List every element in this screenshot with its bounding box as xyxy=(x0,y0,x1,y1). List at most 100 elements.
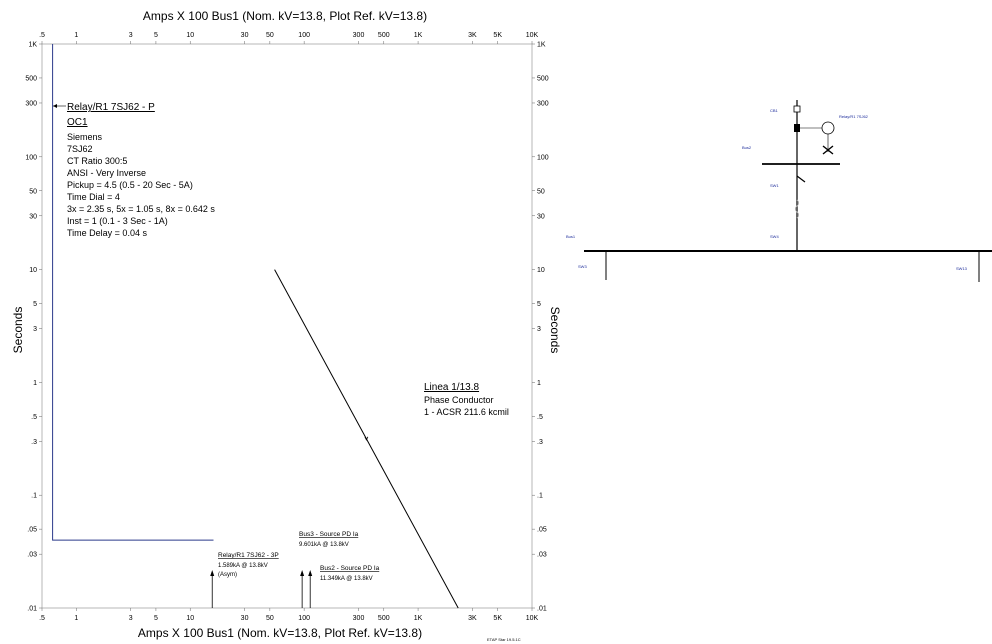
relay-line-6: 3x = 2.35 s, 5x = 1.05 s, 8x = 0.642 s xyxy=(67,204,215,214)
x-tick-label-top: 30 xyxy=(241,32,249,39)
x-tick-label-top: 300 xyxy=(353,32,365,39)
fault-arrow-head-2 xyxy=(308,570,313,576)
x-tick-label-bottom: 50 xyxy=(266,615,274,622)
footer-version: ETAP Star 19.5.1C xyxy=(487,637,521,642)
y-tick-label-left: .03 xyxy=(27,552,37,559)
x-tick-label-bottom: 300 xyxy=(353,615,365,622)
y-tick-label-left: 30 xyxy=(29,213,37,220)
fault-label-bus3: Bus3 - Source PD Ia 9.601kA @ 13.8kV xyxy=(299,531,359,548)
y-tick-label-left: .5 xyxy=(31,414,37,421)
relay-line-1: 7SJ62 xyxy=(67,144,93,154)
x-tick-label-bottom: 3K xyxy=(468,615,477,622)
x-tick-label-bottom: .5 xyxy=(39,615,45,622)
y-tick-label-right: .3 xyxy=(537,439,543,446)
y-tick-label-right: 1K xyxy=(537,42,546,49)
fault-relay-l2: (Asym) xyxy=(218,572,237,578)
y-tick-label-left: .1 xyxy=(31,493,37,500)
y-tick-label-right: 1 xyxy=(537,380,541,387)
y-tick-label-right: 500 xyxy=(537,75,549,82)
y-tick-label-right: 3 xyxy=(537,326,541,333)
x-tick-label-top: 3K xyxy=(468,32,477,39)
plot-frame xyxy=(41,43,533,609)
cb1-label: CB1 xyxy=(770,108,779,113)
series-curve-0[interactable] xyxy=(52,44,214,541)
trip-icon xyxy=(822,145,834,155)
fault-relay-title: Relay/R1 7SJ62 - 3P xyxy=(218,552,279,559)
curves xyxy=(52,44,459,609)
relay-line-0: Siemens xyxy=(67,132,103,142)
x-tick-label-bottom: 5K xyxy=(493,615,502,622)
y-tick-label-right: .03 xyxy=(537,552,547,559)
top-axis-label: Amps X 100 Bus1 (Nom. kV=13.8, Plot Ref.… xyxy=(143,9,427,23)
line-curve-marker xyxy=(364,436,369,441)
x-tick-label-top: 100 xyxy=(298,32,310,39)
x-tick-label-top: 3 xyxy=(129,32,133,39)
cable-linea1[interactable] xyxy=(795,199,799,219)
line-annotation[interactable]: Linea 1/13.8 Phase Conductor 1 - ACSR 21… xyxy=(424,382,509,417)
right-y-axis-label: Seconds xyxy=(548,307,560,354)
relay-annotation-subtitle: OC1 xyxy=(67,117,88,128)
x-tick-label-bottom: 500 xyxy=(378,615,390,622)
y-tick-label-left: 50 xyxy=(29,188,37,195)
x-tick-label-top: 10 xyxy=(186,32,194,39)
y-tick-label-right: 50 xyxy=(537,188,545,195)
x-tick-label-bottom: 30 xyxy=(241,615,249,622)
left-y-axis-label: Seconds xyxy=(11,307,25,354)
y-tick-label-right: 100 xyxy=(537,154,549,161)
y-tick-label-right: 300 xyxy=(537,100,549,107)
y-tick-label-left: 1 xyxy=(33,380,37,387)
y-tick-label-right: 10 xyxy=(537,267,545,274)
line-annotation-line-1: 1 - ACSR 211.6 kcmil xyxy=(424,407,509,417)
fault-label-relay: Relay/R1 7SJ62 - 3P 1.589kA @ 13.8kV (As… xyxy=(218,552,279,578)
y-tick-label-right: 30 xyxy=(537,213,545,220)
y-tick-label-left: 1K xyxy=(28,42,37,49)
line-annotation-line-0: Phase Conductor xyxy=(424,395,494,405)
fault-bus3-title: Bus3 - Source PD Ia xyxy=(299,531,359,538)
x-tick-label-top: 5 xyxy=(154,32,158,39)
relay-label: Relay/R1 7SJ62 xyxy=(839,114,869,119)
y-tick-label-right: .1 xyxy=(537,493,543,500)
relay-line-8: Time Delay = 0.04 s xyxy=(67,228,147,238)
relay-line-4: Pickup = 4.5 (0.5 - 20 Sec - 5A) xyxy=(67,180,193,190)
x-tick-label-top: 1 xyxy=(74,32,78,39)
y-tick-label-left: 5 xyxy=(33,301,37,308)
switch-sw1-icon[interactable] xyxy=(796,175,806,183)
relay-r1-icon[interactable] xyxy=(821,121,835,135)
bottom-axis-label: Amps X 100 Bus1 (Nom. kV=13.8, Plot Ref.… xyxy=(138,626,422,640)
y-tick-label-left: .3 xyxy=(31,439,37,446)
x-tick-label-bottom: 10K xyxy=(526,615,539,622)
fault-bus2-l1: 11.349kA @ 13.8kV xyxy=(320,576,373,582)
y-tick-label-right: .05 xyxy=(537,527,547,534)
y-tick-label-right: .01 xyxy=(537,606,547,613)
line-annotation-title: Linea 1/13.8 xyxy=(424,382,479,393)
breaker-cb1-icon[interactable] xyxy=(793,105,801,113)
relay-line-5: Time Dial = 4 xyxy=(67,192,120,202)
relay-line-3: ANSI - Very Inverse xyxy=(67,168,146,178)
x-tick-label-bottom: 5 xyxy=(154,615,158,622)
x-tick-label-bottom: 100 xyxy=(298,615,310,622)
y-tick-label-left: 100 xyxy=(25,154,37,161)
sw4-label: SW4 xyxy=(770,234,779,239)
series-curve-1[interactable] xyxy=(274,269,459,609)
ct-icon xyxy=(794,124,800,132)
one-line-diagram: CB1 Relay/R1 7SJ62 Bus2 SW1 SW4 Bus1 SW3… xyxy=(566,100,992,282)
y-tick-label-left: 500 xyxy=(25,75,37,82)
x-tick-label-bottom: 1 xyxy=(74,615,78,622)
relay-annotation[interactable]: Relay/R1 7SJ62 - P OC1 Siemens 7SJ62 CT … xyxy=(53,102,215,238)
x-tick-label-top: 1K xyxy=(414,32,423,39)
x-tick-label-top: 10K xyxy=(526,32,539,39)
relay-line-7: Inst = 1 (0.1 - 3 Sec - 1A) xyxy=(67,216,168,226)
x-tick-label-bottom: 1K xyxy=(414,615,423,622)
fault-arrow-head-0 xyxy=(210,570,215,576)
bus2-label: Bus2 xyxy=(742,145,752,150)
y-tick-label-left: .01 xyxy=(27,606,37,613)
sw3-label: SW3 xyxy=(578,264,587,269)
y-tick-label-right: 5 xyxy=(537,301,541,308)
x-tick-label-top: 500 xyxy=(378,32,390,39)
x-tick-label-top: 5K xyxy=(493,32,502,39)
y-tick-label-left: .05 xyxy=(27,527,37,534)
fault-arrows xyxy=(210,570,313,608)
axis-ticks: .5 .5 1 1 3 3 5 5 10 10 30 30 50 50 100 100 300 300 500 500… xyxy=(25,32,548,622)
fault-bus2-title: Bus2 - Source PD Ia xyxy=(320,565,380,572)
x-tick-label-bottom: 10 xyxy=(186,615,194,622)
